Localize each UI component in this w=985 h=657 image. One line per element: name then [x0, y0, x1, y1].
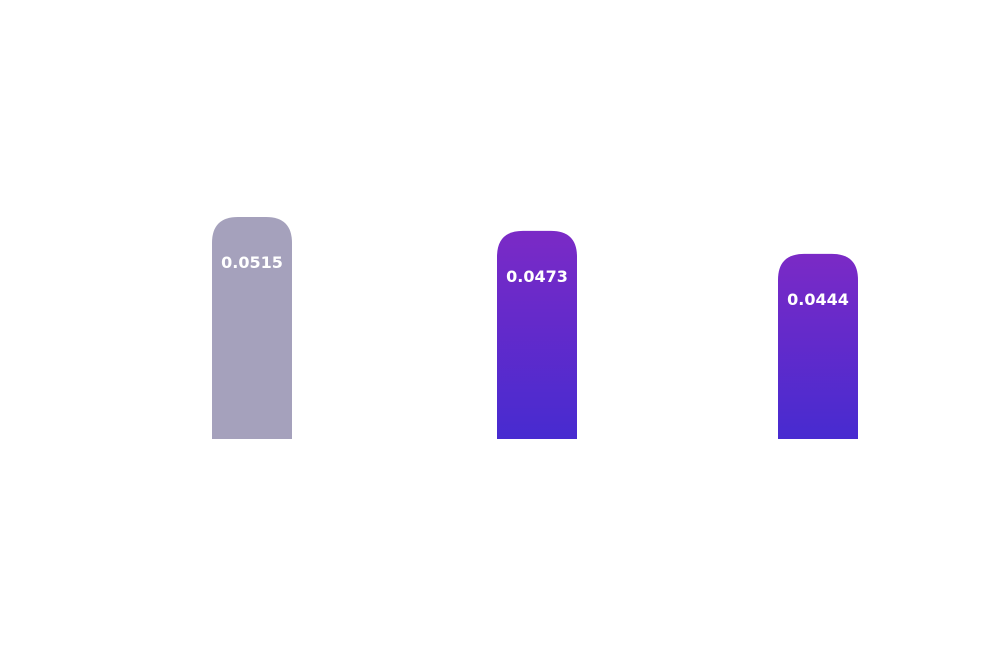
- bar-2: [497, 230, 577, 439]
- data-label-2: 0.0473: [506, 267, 568, 286]
- data-label-3: 0.0444: [787, 290, 849, 309]
- bar-1: [212, 217, 292, 439]
- data-label-1: 0.0515: [221, 253, 283, 272]
- bar-3: [778, 253, 858, 439]
